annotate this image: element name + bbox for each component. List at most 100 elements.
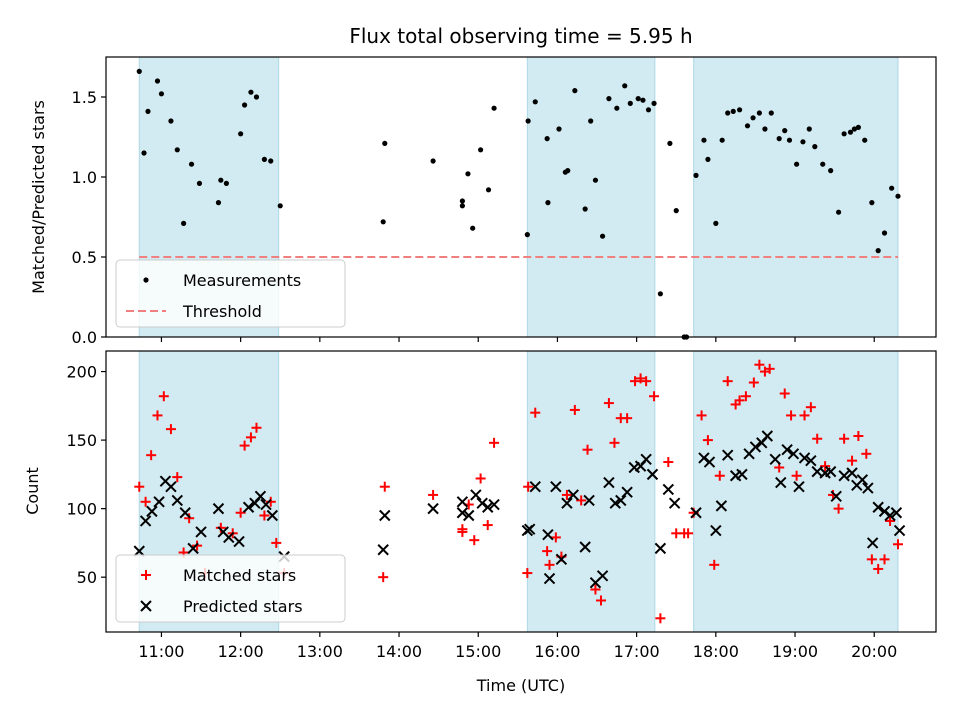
predicted-stars-point: [139, 515, 152, 527]
measurement-point: [862, 137, 868, 143]
top-panel-y-axis: 0.0 0.5 1.0 1.5: [72, 88, 106, 347]
predicted-stars-point: [171, 494, 183, 507]
predicted-stars-point: [223, 531, 235, 544]
measurement-point: [782, 128, 788, 134]
measurement-point: [241, 102, 248, 108]
matched-stars-point: [482, 520, 493, 531]
legend-label: Measurements: [183, 271, 301, 290]
predicted-stars-point: [529, 480, 541, 493]
matched-stars-point: [839, 433, 850, 444]
y-tick-label: 0.0: [72, 328, 97, 347]
top-panel-frame: [105, 56, 937, 338]
predicted-stars-point: [793, 480, 805, 493]
matched-stars-point: [522, 568, 533, 579]
predicted-stars-point: [824, 465, 837, 478]
predicted-stars-point: [242, 501, 255, 513]
x-tick-label: 15:00: [455, 642, 501, 661]
matched-stars-point: [641, 376, 652, 387]
top-panel-y-label: Matched/Predicted stars: [29, 100, 48, 294]
matched-stars-point: [820, 461, 831, 472]
y-tick-label: 50: [77, 568, 97, 587]
measurement-point: [768, 110, 774, 116]
measurement-point: [776, 136, 782, 142]
matched-stars-point: [146, 450, 157, 461]
predicted-stars-point: [722, 449, 734, 461]
predicted-stars-point: [583, 494, 595, 507]
predicted-stars-point: [890, 507, 903, 519]
measurement-point: [136, 68, 142, 74]
measurement-point: [174, 147, 180, 153]
predicted-stars-point: [456, 496, 469, 508]
measurement-point: [800, 139, 806, 145]
measurement-point: [181, 220, 187, 226]
predicted-stars-point: [260, 498, 272, 511]
measurement-point: [645, 107, 652, 113]
matched-stars-point: [544, 559, 555, 570]
measurement-point: [459, 198, 465, 204]
matched-stars-point: [740, 391, 751, 402]
measurement-point: [851, 126, 858, 132]
y-tick-label: 1.0: [72, 168, 97, 187]
predicted-stars-point: [456, 507, 469, 519]
matched-stars-point: [475, 473, 486, 484]
measurement-point: [459, 203, 465, 209]
bottom-panel-x-axis: 11:00 12:00 13:00 14:00 15:00 16:00 17:00 18:00…: [138, 632, 897, 661]
matched-stars-point: [378, 572, 389, 583]
matched-stars-point: [847, 455, 858, 466]
count-series: [133, 359, 906, 624]
predicted-stars-point: [609, 497, 621, 509]
predicted-stars-point: [377, 544, 389, 556]
measurement-point: [491, 105, 497, 111]
matched-stars-point: [702, 435, 713, 446]
predicted-stars-point: [427, 502, 439, 515]
x-tick-label: 13:00: [297, 642, 343, 661]
matched-stars-point: [764, 363, 775, 374]
x-tick-label: 19:00: [772, 642, 818, 661]
predicted-stars-point: [862, 482, 874, 494]
matched-stars-point: [649, 391, 660, 402]
matched-stars-point: [799, 410, 810, 421]
measurement-point: [470, 225, 476, 231]
predicted-stars-point: [266, 509, 279, 522]
measurement-point: [545, 200, 551, 206]
measurement-point: [154, 78, 161, 84]
matched-stars-point: [683, 528, 694, 539]
matched-stars-point: [134, 481, 145, 492]
predicted-stars-point: [690, 507, 702, 519]
predicted-stars-point: [542, 528, 554, 541]
measurement-point: [588, 118, 594, 124]
shaded-interval: [693, 350, 899, 633]
predicted-stars-point: [561, 497, 573, 509]
predicted-stars-point: [884, 509, 896, 522]
predicted-stars-point: [615, 494, 627, 507]
matched-stars-point: [892, 539, 903, 550]
shaded-interval: [526, 56, 656, 338]
measurement-point: [556, 126, 562, 132]
predicted-stars-point: [482, 501, 494, 513]
matched-stars-point: [885, 515, 896, 526]
measurement-point: [855, 124, 861, 130]
y-tick-label: 1.5: [72, 88, 97, 107]
matched-stars-point: [748, 377, 759, 388]
measurement-point: [524, 232, 530, 238]
legend-x-swatch: [140, 600, 152, 612]
matched-stars-point: [861, 448, 872, 459]
predicted-stars-point: [379, 509, 391, 522]
bottom-panel-frame: [105, 350, 937, 633]
predicted-stars-point: [579, 541, 591, 553]
matched-stars-point: [595, 595, 606, 606]
legend-label: Matched stars: [183, 566, 296, 585]
measurement-point: [599, 233, 606, 239]
predicted-stars-point: [736, 468, 748, 481]
measurement-point: [794, 161, 800, 167]
matched-stars-point: [866, 554, 877, 565]
measurement-point: [614, 105, 620, 111]
matched-stars-point: [696, 410, 707, 421]
matched-stars-point: [603, 398, 614, 409]
matched-stars-point: [550, 532, 561, 543]
measurement-point: [253, 94, 260, 100]
measurement-point: [622, 83, 628, 89]
matched-stars-point: [609, 437, 620, 448]
measurement-point: [806, 126, 812, 132]
